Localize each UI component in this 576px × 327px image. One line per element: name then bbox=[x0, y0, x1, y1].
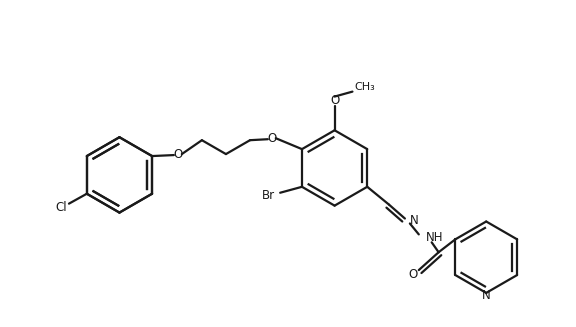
Text: O: O bbox=[267, 132, 276, 145]
Text: Br: Br bbox=[262, 189, 275, 202]
Text: O: O bbox=[330, 94, 339, 107]
Text: O: O bbox=[408, 267, 418, 281]
Text: N: N bbox=[410, 214, 419, 227]
Text: N: N bbox=[482, 289, 491, 302]
Text: Cl: Cl bbox=[55, 201, 67, 214]
Text: O: O bbox=[173, 147, 183, 161]
Text: CH₃: CH₃ bbox=[354, 82, 375, 92]
Text: NH: NH bbox=[426, 231, 443, 244]
